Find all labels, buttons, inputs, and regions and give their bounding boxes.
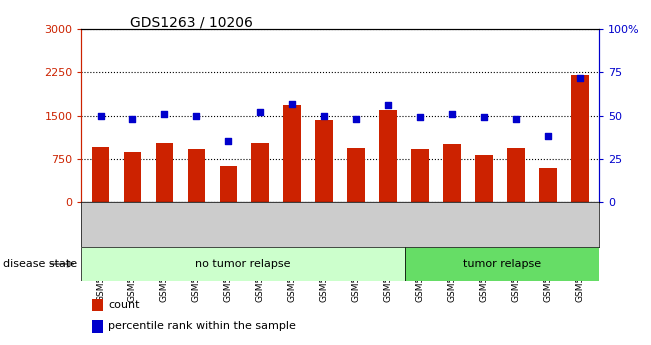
Point bbox=[319, 113, 329, 118]
Point bbox=[447, 111, 457, 117]
Bar bbox=[251, 143, 269, 202]
Bar bbox=[187, 149, 205, 202]
Point bbox=[575, 75, 585, 80]
Bar bbox=[443, 144, 461, 202]
Bar bbox=[348, 148, 365, 202]
Point bbox=[478, 115, 489, 120]
Text: GDS1263 / 10206: GDS1263 / 10206 bbox=[130, 16, 253, 30]
Bar bbox=[92, 299, 103, 311]
Text: disease state: disease state bbox=[3, 259, 77, 269]
Bar bbox=[156, 143, 173, 202]
Point bbox=[223, 139, 234, 144]
Point bbox=[95, 113, 105, 118]
Point bbox=[415, 115, 425, 120]
Text: tumor relapse: tumor relapse bbox=[463, 259, 541, 269]
Text: count: count bbox=[108, 300, 140, 310]
Text: percentile rank within the sample: percentile rank within the sample bbox=[108, 322, 296, 332]
Text: no tumor relapse: no tumor relapse bbox=[195, 259, 291, 269]
Bar bbox=[92, 147, 109, 202]
Bar bbox=[571, 75, 589, 202]
Point bbox=[351, 116, 361, 122]
Point bbox=[542, 134, 553, 139]
Bar bbox=[81, 247, 405, 281]
Bar bbox=[124, 152, 141, 202]
Bar bbox=[315, 120, 333, 202]
Bar bbox=[380, 110, 397, 202]
Point bbox=[287, 101, 298, 106]
Bar bbox=[411, 149, 429, 202]
Point bbox=[255, 109, 266, 115]
Point bbox=[128, 116, 138, 122]
Bar bbox=[92, 320, 103, 333]
Point bbox=[383, 102, 393, 108]
Bar bbox=[283, 105, 301, 202]
Bar bbox=[507, 148, 525, 202]
Bar bbox=[475, 155, 493, 202]
Bar bbox=[539, 168, 557, 202]
Point bbox=[159, 111, 170, 117]
Bar bbox=[219, 166, 237, 202]
Bar bbox=[405, 247, 599, 281]
Point bbox=[510, 116, 521, 122]
Point bbox=[191, 113, 202, 118]
